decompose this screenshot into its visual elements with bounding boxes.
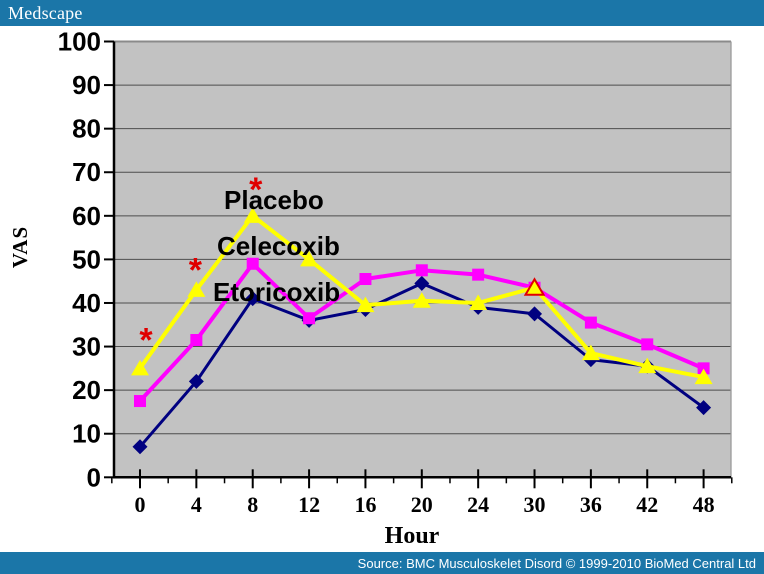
x-tick-label: 30 [524,492,546,517]
x-tick-label: 48 [693,492,715,517]
medscape-header-bar: Medscape [0,0,764,26]
placebo-series [131,207,713,385]
gridlines [114,40,732,478]
y-tick-labels: 0 10 20 30 40 50 60 70 80 90 100 [58,27,101,493]
data-point-marker [472,268,485,281]
y-tick-label: 90 [72,70,101,100]
series-label-placebo: Placebo [224,185,324,215]
source-footer-bar: Source: BMC Musculoskelet Disord © 1999-… [0,552,764,574]
x-axis-title: Hour [385,523,440,547]
y-tick-label: 20 [72,375,101,405]
data-point-marker [641,338,654,351]
x-tick-label: 4 [191,492,202,517]
series-labels: Placebo Celecoxib Etoricoxib [213,185,340,307]
data-point-marker [523,277,546,296]
x-tick-label: 8 [247,492,258,517]
x-tick-label: 20 [411,492,433,517]
x-tick-label: 36 [580,492,602,517]
series-label-celecoxib: Celecoxib [217,231,340,261]
significance-annotations: * * * [139,171,546,359]
data-point-marker [469,294,488,310]
data-point-marker [414,275,430,291]
data-point-marker [527,306,543,322]
data-point-marker [246,257,259,270]
data-point-marker [134,395,146,408]
data-point-marker [356,296,375,313]
data-point-marker [638,357,657,374]
asterisk-annotation: * [249,171,263,209]
y-tick-label: 70 [72,157,101,187]
x-tick-label: 42 [636,492,658,517]
data-point-marker [415,264,428,277]
data-point-marker [412,292,431,308]
asterisk-annotation: * [139,321,153,359]
y-tick-label: 100 [58,27,101,57]
y-tick-label: 0 [87,462,101,492]
medscape-logo: Medscape [8,2,83,23]
data-point-marker [300,250,319,267]
data-point-marker [132,439,148,455]
source-text: Source: BMC Musculoskelet Disord © 1999-… [357,555,756,571]
y-tick-label: 30 [72,332,101,362]
data-point-marker [697,362,710,375]
data-point-marker [190,334,203,347]
data-point-marker [359,273,372,286]
y-tick-label: 80 [72,114,101,144]
x-tick-label: 16 [354,492,376,517]
series-label-etoricoxib: Etoricoxib [213,277,340,307]
data-point-marker [245,291,261,307]
asterisk-annotation: * [189,252,203,290]
x-tick-label: 12 [298,492,320,517]
data-point-marker [303,312,316,325]
x-tick-labels: 0 4 8 12 16 20 24 30 36 42 48 [135,492,715,517]
y-axis-title: VAS [8,226,32,268]
y-tick-label: 60 [72,201,101,231]
data-point-marker [696,400,712,416]
data-point-marker [187,281,206,297]
y-tick-label: 50 [72,244,101,274]
data-point-marker [584,316,597,329]
x-tick-label: 0 [135,492,146,517]
y-tick-label: 40 [72,288,101,318]
data-point-marker [694,368,713,385]
data-point-marker [581,344,600,361]
data-point-marker [131,359,149,376]
axes [104,40,733,489]
data-point-marker [188,373,204,389]
data-point-marker [243,207,262,223]
x-tick-label: 24 [467,492,489,517]
y-tick-label: 10 [72,419,101,449]
